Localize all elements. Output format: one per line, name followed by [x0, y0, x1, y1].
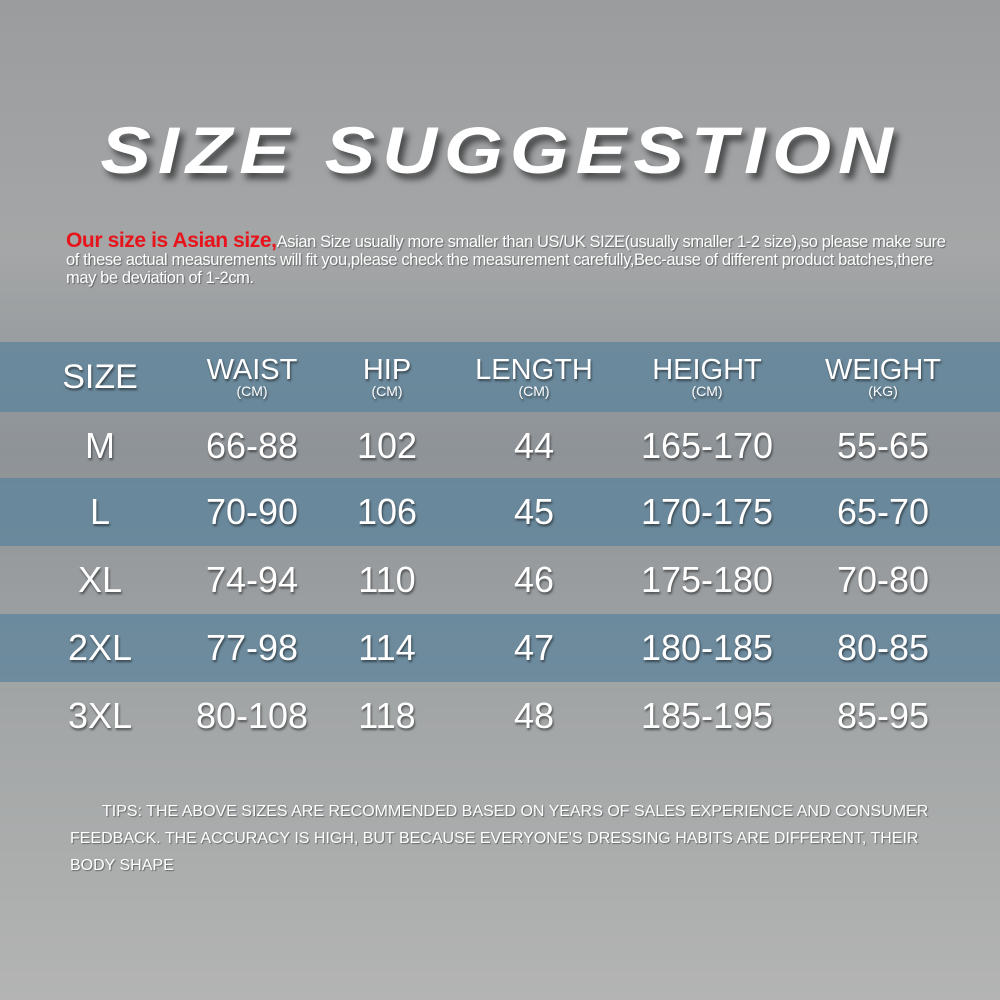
column-unit: (CM): [518, 383, 550, 399]
table-cell: 114: [358, 627, 416, 668]
table-row: L 70-90 106 45 170-175 65-70: [0, 478, 1000, 546]
column-header-label: WAIST: [206, 354, 298, 386]
table-cell: 45: [513, 491, 555, 532]
table-cell: 47: [513, 627, 555, 668]
table-cell: M: [85, 425, 115, 466]
column-header-label: SIZE: [62, 358, 138, 396]
table-cell: 44: [513, 425, 555, 466]
table-cell: 55-65: [836, 425, 930, 466]
table-row: XL 74-94 110 46 175-180 70-80: [0, 546, 1000, 614]
column-header: HIP (CM): [297, 342, 477, 412]
table-cell: 106: [356, 491, 418, 532]
column-unit: (CM): [236, 383, 268, 399]
table-cell: 80-108: [195, 695, 309, 736]
column-header: SIZE: [10, 342, 190, 412]
table-cell: 170-175: [640, 491, 774, 532]
page-title: SIZE SUGGESTION: [100, 113, 900, 187]
table-cell: 70-80: [836, 559, 930, 600]
column-header-label: HEIGHT: [652, 354, 762, 386]
table-row: 2XL 77-98 114 47 180-185 80-85: [0, 614, 1000, 682]
table-cell: 185-195: [640, 695, 774, 736]
column-header-label: LENGTH: [475, 354, 593, 386]
table-cell: 66-88: [205, 425, 299, 466]
table-cell: 65-70: [836, 491, 930, 532]
table-cell: 175-180: [640, 559, 774, 600]
table-cell: 3XL: [67, 695, 133, 736]
size-notice-text: Asian Size usually more smaller than US/…: [66, 233, 946, 287]
column-header: WAIST (CM): [162, 342, 342, 412]
table-cell: 48: [513, 695, 555, 736]
size-notice: Our size is Asian size,Asian Size usuall…: [66, 229, 946, 287]
row-band: [0, 478, 1000, 546]
asian-size-highlight: Our size is Asian size,: [66, 229, 277, 252]
table-cell: 180-185: [640, 627, 774, 668]
table-row: 3XL 80-108 118 48 185-195 85-95: [0, 682, 1000, 750]
table-cell: 110: [358, 559, 416, 600]
header-band: [0, 342, 1000, 412]
column-header-label: WEIGHT: [825, 354, 941, 386]
row-band: [0, 614, 1000, 682]
column-header: HEIGHT (CM): [617, 342, 797, 412]
column-unit: (CM): [371, 383, 403, 399]
column-header-label: HIP: [362, 354, 412, 386]
column-unit: (CM): [691, 383, 723, 399]
table-cell: 80-85: [836, 627, 930, 668]
column-header: LENGTH (CM): [444, 342, 624, 412]
table-cell: 70-90: [205, 491, 299, 532]
table-cell: 77-98: [205, 627, 299, 668]
table-cell: 118: [358, 695, 416, 736]
tips-text: TIPS: THE ABOVE SIZES ARE RECOMMENDED BA…: [70, 803, 929, 874]
table-cell: 85-95: [836, 695, 930, 736]
table-cell: 165-170: [640, 425, 774, 466]
table-cell: L: [89, 491, 111, 532]
table-header: SIZE WAIST (CM) HIP (CM) LENGTH (CM) HEIGHT (CM)…: [0, 342, 1000, 412]
table-cell: XL: [77, 559, 123, 600]
table-cell: 74-94: [205, 559, 299, 600]
table-row: M 66-88 102 44 165-170 55-65: [0, 412, 1000, 480]
column-header: WEIGHT (KG): [793, 342, 973, 412]
column-unit: (KG): [868, 383, 898, 399]
table-cell: 2XL: [67, 627, 133, 668]
table-cell: 46: [513, 559, 555, 600]
table-cell: 102: [356, 425, 418, 466]
